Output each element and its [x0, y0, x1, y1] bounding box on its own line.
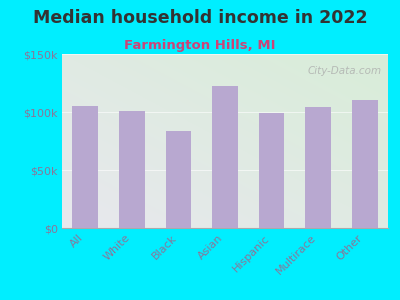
Bar	[119, 111, 145, 228]
Text: Median household income in 2022: Median household income in 2022	[33, 9, 367, 27]
Bar	[212, 86, 238, 228]
Bar	[166, 130, 191, 228]
Bar	[352, 100, 378, 228]
Text: Farmington Hills, MI: Farmington Hills, MI	[124, 39, 276, 52]
Bar	[259, 113, 284, 228]
Bar	[72, 106, 98, 228]
Bar	[305, 107, 331, 228]
Text: City-Data.com: City-Data.com	[307, 66, 382, 76]
